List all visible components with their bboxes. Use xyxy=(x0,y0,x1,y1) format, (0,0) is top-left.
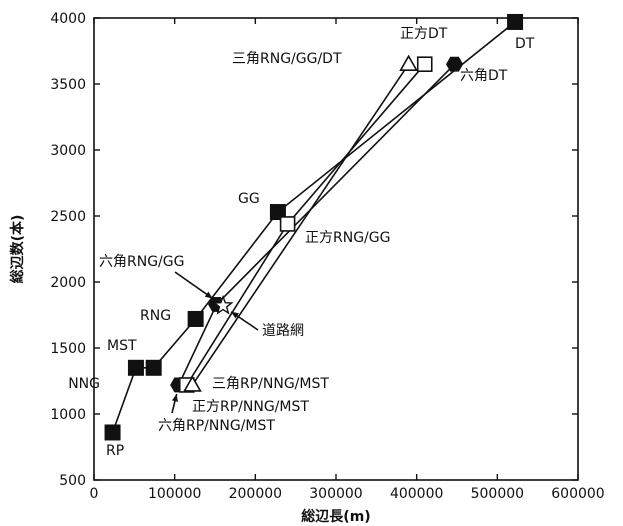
series-line-open-square xyxy=(186,63,426,386)
x-tick-label: 600000 xyxy=(551,486,604,502)
y-axis-label: 総辺数(本) xyxy=(9,215,26,284)
data-point-filled-square xyxy=(127,359,144,376)
y-tick-label: 1500 xyxy=(50,341,86,357)
axis-ticks: 0 100000 200000 300000 400000 500000 600000 500… xyxy=(50,11,604,502)
data-point-open-triangle xyxy=(183,375,202,392)
point-label-rp: RP xyxy=(106,443,124,459)
point-label-dt: 正方DT xyxy=(400,26,448,42)
series-lines xyxy=(111,21,516,433)
y-tick-label: 2000 xyxy=(50,275,86,291)
x-tick-label: 100000 xyxy=(148,486,201,502)
data-point-open-star xyxy=(212,294,234,315)
arrow-hex-rng-gg xyxy=(174,271,214,300)
series-line-filled-hexagon xyxy=(177,63,456,386)
y-tick-label: 500 xyxy=(59,473,86,489)
point-label-nng: NNG xyxy=(68,376,100,392)
y-tick-label: 3000 xyxy=(50,143,86,159)
y-tick-label: 3500 xyxy=(50,77,86,93)
point-label-rng-gg-dt: 三角RNG/GG/DT xyxy=(232,51,342,67)
data-markers xyxy=(104,13,524,441)
data-point-filled-square xyxy=(104,424,121,441)
point-label-rng: RNG xyxy=(140,308,171,324)
x-tick-label: 200000 xyxy=(229,486,282,502)
x-tick-label: 300000 xyxy=(309,486,362,502)
point-label-gg: GG xyxy=(238,191,260,207)
x-tick-label: 400000 xyxy=(390,486,443,502)
x-axis-label: 総辺長(m) xyxy=(301,508,370,525)
point-label-rng-gg: 正方RNG/GG xyxy=(305,230,390,246)
data-point-open-triangle xyxy=(399,54,418,71)
point-label-rp-nng-mst: 三角RP/NNG/MST xyxy=(212,376,329,392)
y-tick-label: 4000 xyxy=(50,11,86,27)
series-line-open-triangle xyxy=(191,63,410,386)
annotation-arrows xyxy=(171,271,259,414)
plot-area-border xyxy=(93,17,579,481)
series-line-filled-square xyxy=(111,21,516,433)
data-point-filled-square xyxy=(507,13,524,30)
y-tick-label: 2500 xyxy=(50,209,86,225)
data-point-open-square xyxy=(279,216,296,232)
point-label-mst: MST xyxy=(107,338,137,354)
data-point-filled-square xyxy=(187,310,204,327)
plot-frame xyxy=(93,17,579,481)
data-point-filled-hexagon xyxy=(446,56,464,72)
x-tick-label: 0 xyxy=(90,486,99,502)
point-label-dt: 六角DT xyxy=(460,68,508,84)
point-label-rp-nng-mst: 正方RP/NNG/MST xyxy=(192,399,309,415)
point-label-annotation: 道路網 xyxy=(262,323,304,339)
data-point-filled-square xyxy=(145,359,162,376)
y-tick-label: 1000 xyxy=(50,407,86,423)
x-tick-label: 500000 xyxy=(471,486,524,502)
data-point-filled-square xyxy=(269,204,286,221)
point-label-dt: DT xyxy=(515,36,535,52)
data-point-open-square xyxy=(416,56,433,73)
point-label-rng-gg: 六角RNG/GG xyxy=(99,254,184,270)
point-label-rp-nng-mst: 六角RP/NNG/MST xyxy=(158,418,275,434)
arrow-road-network xyxy=(230,311,259,331)
arrow-hex-rp-nng-mst xyxy=(171,393,178,414)
